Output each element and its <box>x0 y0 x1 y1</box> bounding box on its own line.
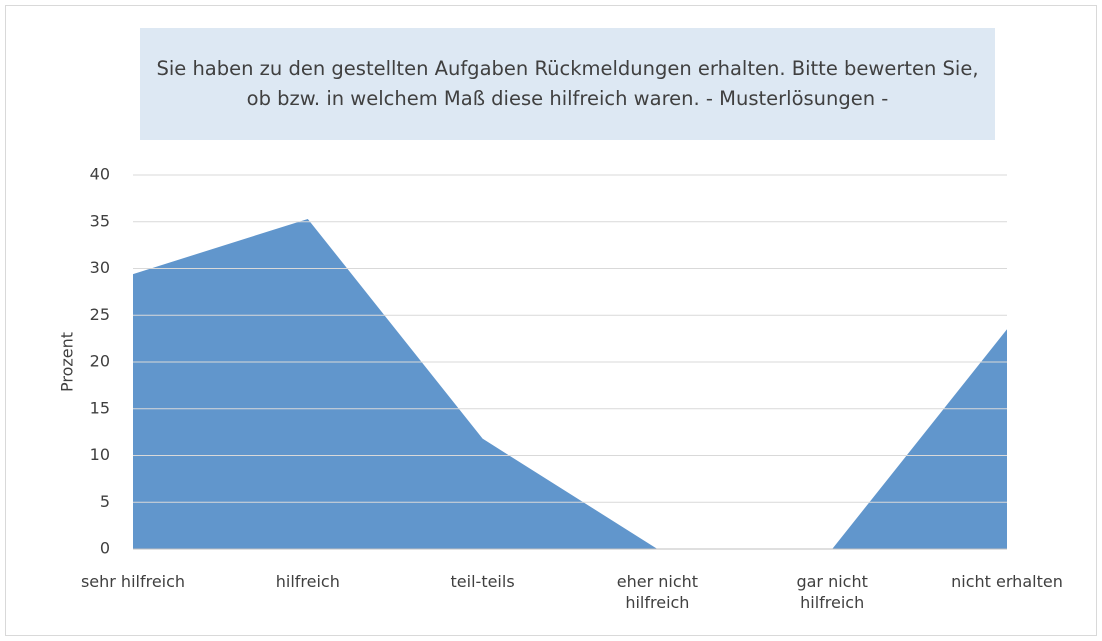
y-tick-label: 25 <box>90 305 110 324</box>
x-tick-label: sehr hilfreich <box>80 572 186 591</box>
x-tick-label: hilfreich <box>275 572 340 591</box>
y-tick-label: 30 <box>90 258 110 277</box>
y-tick-label: 40 <box>90 165 110 184</box>
y-tick-label: 20 <box>90 352 110 371</box>
x-tick-label: gar nicht hilfreich <box>796 572 868 612</box>
y-tick-label: 15 <box>90 398 110 417</box>
x-tick-label: nicht erhalten <box>951 572 1063 591</box>
y-tick-label: 35 <box>90 211 110 230</box>
y-tick-label: 5 <box>100 492 110 511</box>
y-tick-label: 10 <box>90 445 110 464</box>
area <box>133 218 1007 549</box>
y-tick-label: 0 <box>100 539 110 558</box>
x-tick-label: teil-teils <box>450 572 515 591</box>
x-tick-label: eher nicht hilfreich <box>616 572 699 612</box>
chart-title: Sie haben zu den gestellten Aufgaben Rüc… <box>140 28 995 140</box>
y-axis-label: Prozent <box>58 332 77 392</box>
